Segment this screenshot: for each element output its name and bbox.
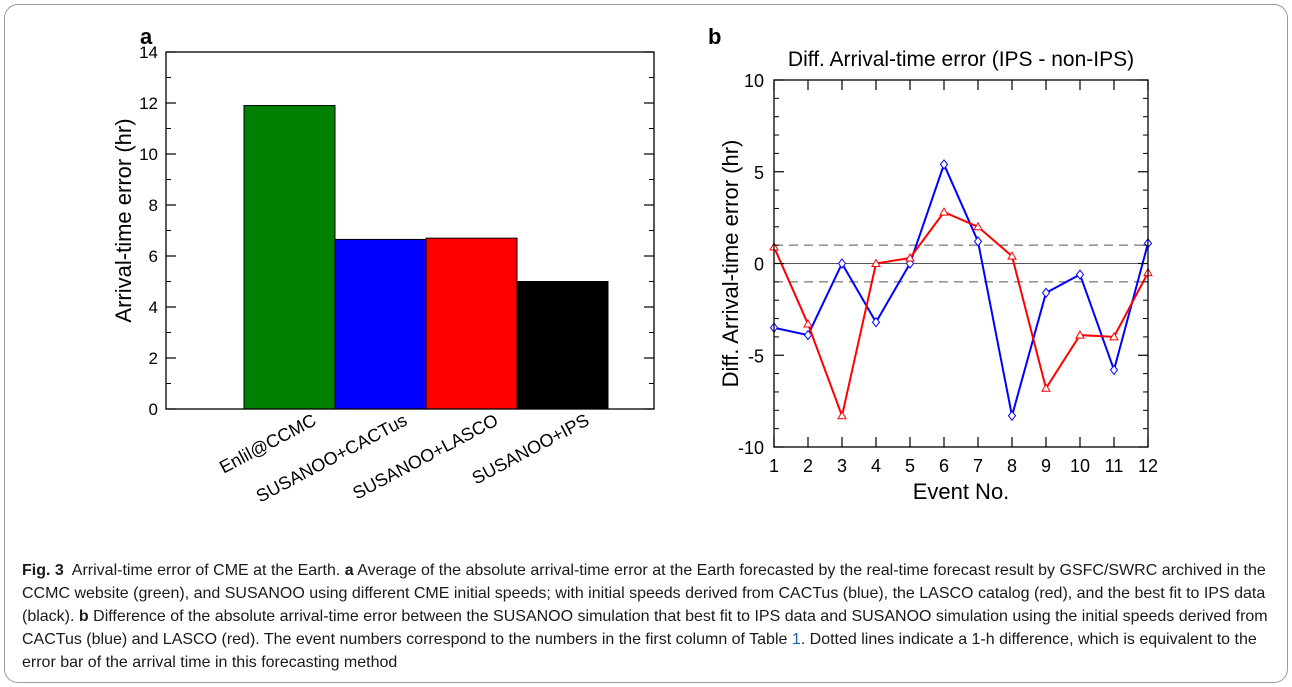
y-tick-label-a: 10 (139, 145, 158, 164)
y-tick-label-a: 8 (149, 196, 158, 215)
bar-3 (516, 281, 609, 410)
x-tick-label-b: 8 (1007, 456, 1017, 476)
y-tick-label-b: 5 (754, 163, 764, 183)
data-point-diamond (1075, 269, 1085, 280)
x-tick-label-b: 11 (1105, 456, 1124, 476)
table-reference-link[interactable]: 1 (791, 631, 801, 648)
caption-title: Arrival-time error of CME at the Earth. (71, 562, 341, 579)
y-axis-label-a: Arrival-time error (hr) (111, 118, 136, 322)
x-tick-label-b: 10 (1070, 456, 1090, 476)
y-tick-label-b: 10 (744, 71, 764, 91)
caption-part-b-2: . Dotted lines indicate a 1-h difference… (22, 631, 1257, 671)
category-label: SUSANOO+CACTus (253, 410, 411, 506)
x-tick-label-b: 3 (837, 456, 847, 476)
data-point-triangle (1109, 331, 1119, 341)
x-tick-label-b: 7 (973, 456, 983, 476)
x-axis-label-b: Event No. (913, 479, 1010, 504)
data-point-diamond (803, 329, 813, 341)
data-point-diamond (939, 159, 949, 170)
data-point-diamond (837, 258, 847, 269)
data-point-diamond (1007, 410, 1017, 422)
x-tick-label-b: 12 (1138, 456, 1158, 476)
chart-title-b: Diff. Arrival-time error (IPS - non-IPS) (788, 48, 1134, 71)
y-axis-label-b: Diff. Arrival-time error (hr) (718, 140, 743, 388)
y-tick-label-a: 12 (139, 94, 158, 113)
data-point-triangle (905, 252, 915, 262)
figure: 02468101214Enlil@CCMCSUSANOO+CACTusSUSAN… (111, 24, 1158, 506)
bar-1 (334, 238, 427, 410)
bar-0 (243, 105, 336, 410)
y-tick-label-b: -10 (738, 438, 764, 458)
data-point-triangle (1075, 330, 1085, 339)
data-point-diamond (1109, 364, 1119, 376)
y-tick-label-a: 4 (149, 298, 158, 317)
x-tick-label-b: 6 (939, 456, 949, 476)
panel-label-a: a (140, 24, 153, 49)
y-tick-label-a: 0 (149, 400, 158, 419)
panel-a-bar-chart: 02468101214Enlil@CCMCSUSANOO+CACTusSUSAN… (111, 24, 655, 506)
x-tick-label-b: 2 (803, 456, 813, 476)
data-point-triangle (871, 258, 881, 267)
caption-part-b-1: Difference of the absolute arrival-time … (22, 608, 1268, 648)
caption-b-label: b (78, 608, 89, 625)
y-tick-label-a: 6 (149, 247, 158, 266)
data-point-triangle (1007, 251, 1017, 260)
y-tick-label-a: 2 (149, 349, 158, 368)
caption-fig-label: Fig. 3 (22, 562, 64, 579)
data-point-diamond (871, 316, 881, 328)
category-label: SUSANOO+LASCO (349, 410, 501, 504)
caption-a-label: a (344, 562, 354, 579)
figure-caption: Fig. 3 Arrival-time error of CME at the … (22, 559, 1272, 674)
data-point-diamond (973, 236, 983, 247)
data-point-triangle (939, 207, 949, 216)
data-point-triangle (803, 319, 813, 328)
bar-2 (425, 237, 518, 410)
y-tick-label-a: 14 (139, 43, 158, 62)
data-point-triangle (837, 410, 847, 420)
series-line-cactus (773, 161, 1149, 417)
data-point-diamond (1041, 287, 1051, 299)
x-tick-label-b: 5 (905, 456, 915, 476)
series-line-lasco (773, 210, 1149, 420)
panel-label-b: b (708, 24, 721, 49)
x-tick-label-b: 9 (1041, 456, 1051, 476)
data-point-triangle (973, 221, 983, 231)
caption-part-a: Average of the absolute arrival-time err… (22, 562, 1266, 625)
x-tick-label-b: 4 (871, 456, 881, 476)
x-tick-label-b: 1 (769, 456, 779, 476)
data-point-triangle (1041, 383, 1051, 392)
y-tick-label-b: -5 (748, 346, 764, 366)
y-tick-label-b: 0 (754, 255, 764, 275)
